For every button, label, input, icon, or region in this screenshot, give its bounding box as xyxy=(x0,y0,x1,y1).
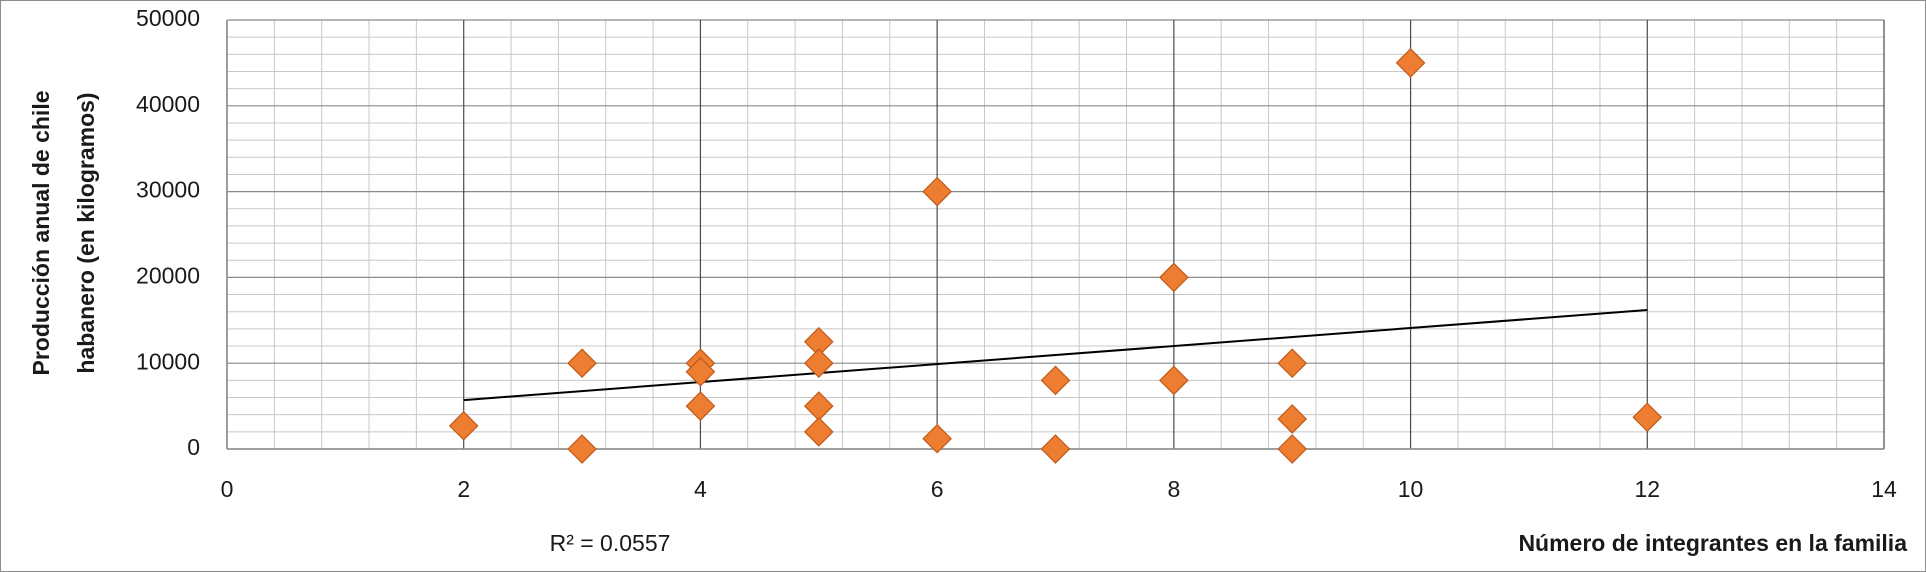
x-axis-label: Número de integrantes en la familia xyxy=(1518,530,1907,556)
y-tick-label: 20000 xyxy=(136,262,200,288)
y-axis-label: habanero (en kilogramos) xyxy=(73,92,99,373)
x-tick-label: 0 xyxy=(221,476,234,502)
trendline xyxy=(463,309,1648,402)
y-axis-label: Producción anual de chile xyxy=(28,90,54,375)
scatter-point xyxy=(1277,434,1308,464)
x-tick-label: 6 xyxy=(931,476,944,502)
scatter-point xyxy=(1632,402,1663,433)
scatter-point xyxy=(567,434,597,464)
scatter-point xyxy=(1395,48,1426,78)
grid xyxy=(226,19,1885,450)
scatter-point xyxy=(685,391,716,421)
x-tick-label: 12 xyxy=(1634,476,1660,502)
scatter-point xyxy=(1277,348,1308,379)
scatter-point xyxy=(1159,365,1189,396)
y-tick-label: 50000 xyxy=(136,5,200,31)
scatter-point xyxy=(922,423,952,454)
scatter-point xyxy=(803,348,834,379)
scatter-point xyxy=(685,356,716,387)
x-tick-label: 4 xyxy=(694,476,707,502)
scatter-point xyxy=(1040,434,1071,464)
scatter-point xyxy=(1040,365,1071,396)
marks xyxy=(448,48,1663,464)
y-tick-label: 0 xyxy=(187,434,200,460)
scatter-point xyxy=(448,410,479,441)
x-tick-label: 8 xyxy=(1167,476,1180,502)
x-tick-label: 14 xyxy=(1871,476,1897,502)
y-tick-label: 30000 xyxy=(136,177,200,203)
annotation: R² = 0.0557 xyxy=(550,530,671,556)
scatter-point xyxy=(922,176,952,207)
scatter-point xyxy=(803,416,834,447)
scatter-point xyxy=(1277,404,1308,434)
x-tick-label: 10 xyxy=(1398,476,1424,502)
x-tick-label: 2 xyxy=(457,476,470,502)
scatter-point xyxy=(1159,262,1189,293)
scatter-point xyxy=(567,348,597,379)
y-tick-label: 40000 xyxy=(136,91,200,117)
y-tick-label: 10000 xyxy=(136,348,200,374)
